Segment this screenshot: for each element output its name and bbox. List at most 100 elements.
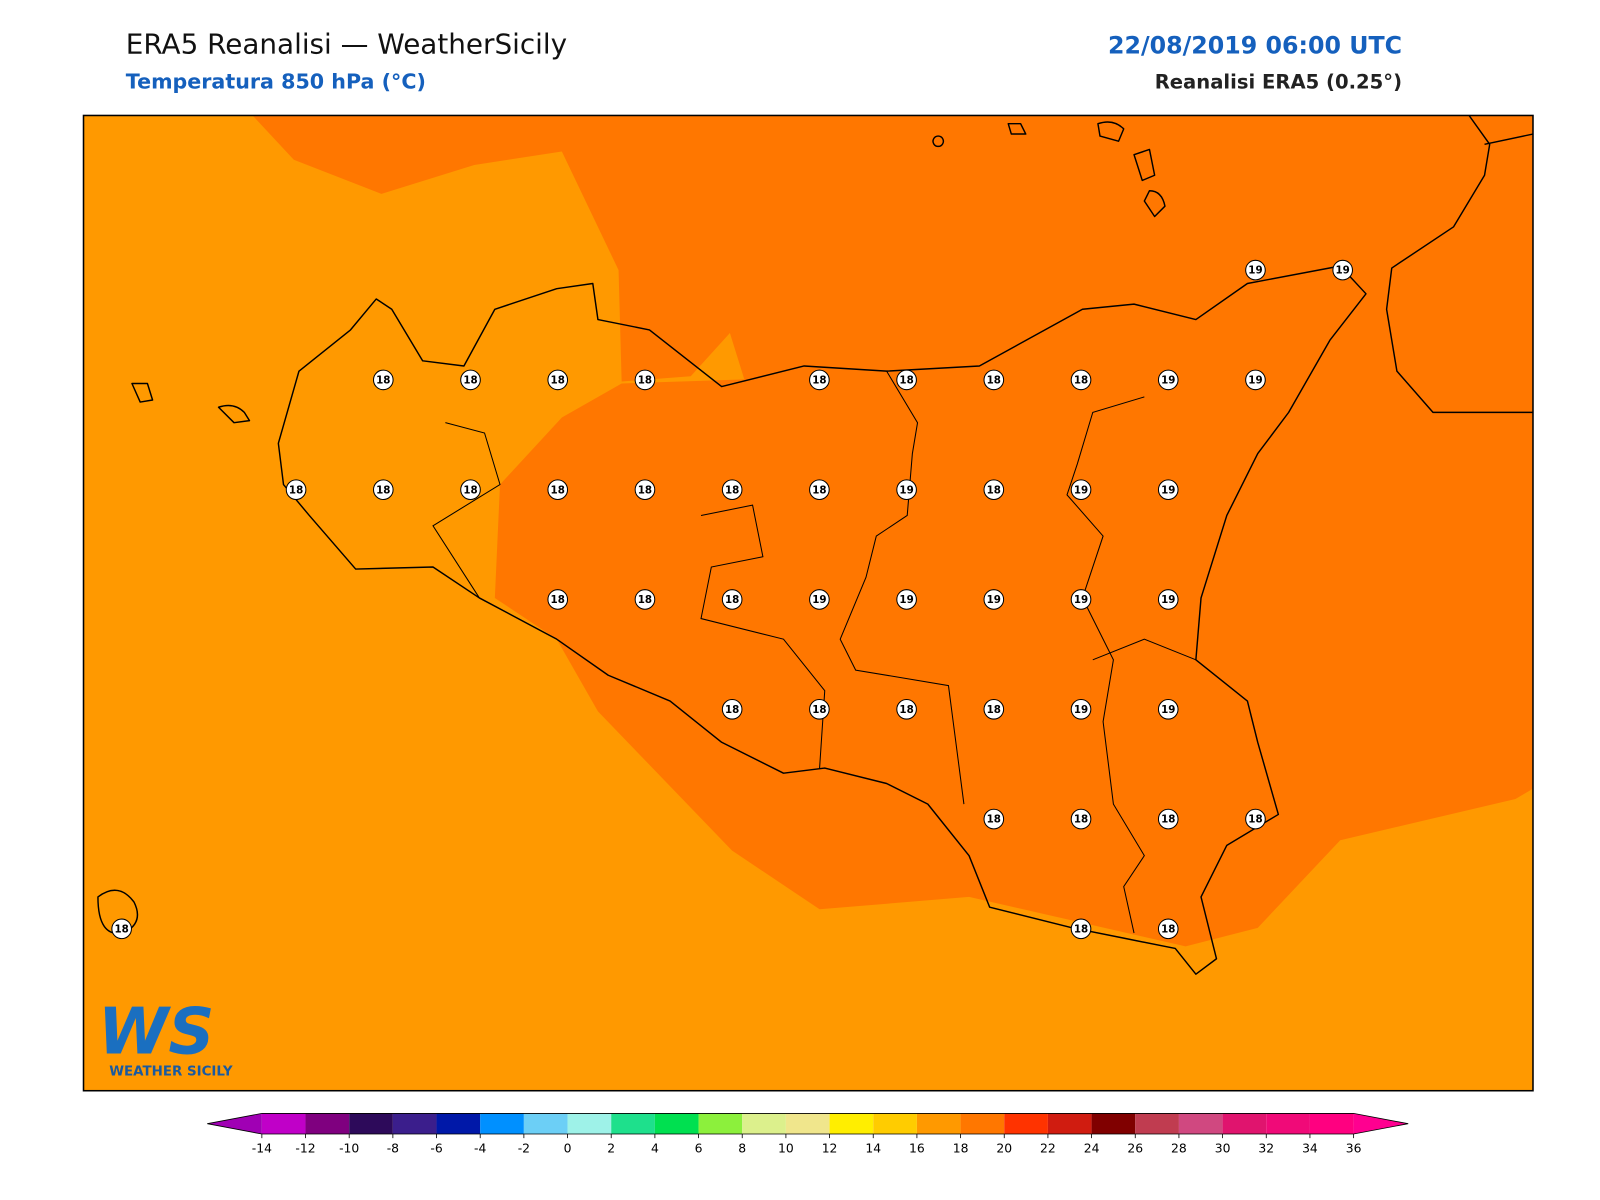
station-value: 19 bbox=[1161, 375, 1175, 387]
colorbar-tick-label: -6 bbox=[430, 1142, 442, 1156]
station-value: 18 bbox=[114, 923, 128, 935]
colorbar-tick-label: 8 bbox=[738, 1142, 746, 1156]
station-value: 18 bbox=[987, 704, 1001, 716]
colorbar-tick-label: 16 bbox=[909, 1142, 925, 1156]
station-marker bbox=[111, 918, 132, 940]
colorbar-segment bbox=[1266, 1113, 1310, 1135]
colorbar-segment bbox=[1222, 1113, 1267, 1135]
station-marker bbox=[634, 369, 656, 391]
station-marker bbox=[1245, 369, 1266, 391]
colorbar-tick-label: 28 bbox=[1171, 1142, 1187, 1156]
station-marker bbox=[460, 369, 481, 391]
station-value: 19 bbox=[1161, 484, 1175, 496]
station-value: 18 bbox=[551, 484, 565, 496]
colorbar-tick-label: -4 bbox=[474, 1142, 486, 1156]
station-marker bbox=[1157, 698, 1179, 720]
colorbar-segment bbox=[1178, 1113, 1223, 1135]
station-marker bbox=[896, 698, 917, 720]
calabria-coast bbox=[1484, 133, 1533, 146]
colorbar: -14 -12 -10 -8 -6 -4 -2 0 2 4 6 8 10 12 14 16 18 20 22 24 26… bbox=[207, 1112, 1409, 1156]
colorbar-segment bbox=[960, 1113, 1005, 1135]
subtitle: Temperatura 850 hPa (°C) bbox=[126, 70, 426, 94]
station-marker bbox=[896, 369, 917, 391]
colorbar-tick-label: 20 bbox=[996, 1142, 1012, 1156]
colorbar-tick-label: 22 bbox=[1040, 1142, 1056, 1156]
colorbar-tick-label: 24 bbox=[1084, 1142, 1100, 1156]
station-marker bbox=[983, 589, 1005, 610]
station-value: 18 bbox=[376, 375, 390, 387]
colorbar-segment bbox=[742, 1113, 786, 1135]
station-value: 18 bbox=[987, 484, 1001, 496]
colorbar-segment bbox=[261, 1113, 306, 1135]
station-value: 18 bbox=[725, 594, 739, 606]
station-marker bbox=[1157, 369, 1179, 391]
station-value: 19 bbox=[1336, 265, 1350, 277]
colorbar-segment bbox=[523, 1113, 568, 1135]
source: Reanalisi ERA5 (0.25°) bbox=[1155, 71, 1402, 94]
colorbar-segment bbox=[567, 1113, 612, 1135]
station-marker bbox=[983, 808, 1005, 830]
station-value: 18 bbox=[1248, 814, 1262, 826]
colorbar-segment bbox=[392, 1113, 437, 1135]
station-marker bbox=[547, 479, 569, 500]
colorbar-tick-label: -14 bbox=[252, 1142, 272, 1156]
colorbar-segment bbox=[1047, 1113, 1092, 1135]
colorbar-tick-label: 12 bbox=[822, 1142, 838, 1156]
station-value: 18 bbox=[463, 375, 477, 387]
station-value: 18 bbox=[812, 704, 826, 716]
station-marker bbox=[1157, 808, 1179, 830]
calabria-coast bbox=[1385, 115, 1533, 414]
datetime: 22/08/2019 06:00 UTC bbox=[1108, 32, 1402, 60]
colorbar-segment bbox=[916, 1113, 961, 1135]
colorbar-tick-label: 26 bbox=[1127, 1142, 1143, 1156]
station-marker bbox=[547, 369, 569, 391]
station-value: 18 bbox=[1161, 923, 1175, 935]
colorbar-segment bbox=[698, 1113, 743, 1135]
station-marker bbox=[896, 589, 917, 610]
colorbar-segment bbox=[1004, 1113, 1048, 1135]
station-value: 18 bbox=[289, 484, 303, 496]
colorbar-segment bbox=[1091, 1113, 1136, 1135]
station-value: 18 bbox=[812, 484, 826, 496]
station-value: 18 bbox=[987, 814, 1001, 826]
title: ERA5 Reanalisi — WeatherSicily bbox=[126, 28, 567, 61]
province-border bbox=[432, 422, 501, 599]
colorbar-tick-label: 18 bbox=[953, 1142, 969, 1156]
colorbar-segment bbox=[436, 1113, 481, 1135]
station-marker bbox=[1070, 918, 1092, 940]
station-value: 18 bbox=[987, 375, 1001, 387]
station-marker bbox=[809, 698, 830, 720]
station-value: 18 bbox=[1074, 814, 1088, 826]
station-value: 19 bbox=[1074, 594, 1088, 606]
station-value: 18 bbox=[1161, 814, 1175, 826]
province-border bbox=[839, 370, 965, 805]
colorbar-segment bbox=[654, 1113, 699, 1135]
colorbar-tick-label: 30 bbox=[1215, 1142, 1231, 1156]
colorbar-tick-label: 14 bbox=[865, 1142, 881, 1156]
colorbar-tick-label: 2 bbox=[607, 1142, 615, 1156]
station-marker bbox=[1157, 918, 1179, 940]
island bbox=[97, 121, 1166, 935]
station-marker bbox=[721, 698, 743, 720]
station-value: 18 bbox=[638, 594, 652, 606]
colorbar-segment bbox=[305, 1113, 350, 1135]
map-frame bbox=[82, 114, 1534, 1092]
station-value: 18 bbox=[638, 375, 652, 387]
station-value: 18 bbox=[376, 484, 390, 496]
station-value: 19 bbox=[1161, 594, 1175, 606]
station-marker bbox=[809, 479, 830, 500]
province-border bbox=[1092, 638, 1197, 661]
station-value: 18 bbox=[1074, 375, 1088, 387]
station-value: 18 bbox=[638, 484, 652, 496]
colorbar-tick-label: 10 bbox=[778, 1142, 794, 1156]
colorbar-tick-label: 36 bbox=[1346, 1142, 1362, 1156]
colorbar-segment bbox=[611, 1113, 655, 1135]
colorbar-segment bbox=[873, 1113, 917, 1135]
colorbar-segment bbox=[829, 1113, 874, 1135]
station-value: 19 bbox=[899, 484, 913, 496]
station-marker bbox=[983, 698, 1005, 720]
station-marker bbox=[634, 589, 656, 610]
station-value: 18 bbox=[463, 484, 477, 496]
province-border bbox=[1066, 396, 1145, 934]
